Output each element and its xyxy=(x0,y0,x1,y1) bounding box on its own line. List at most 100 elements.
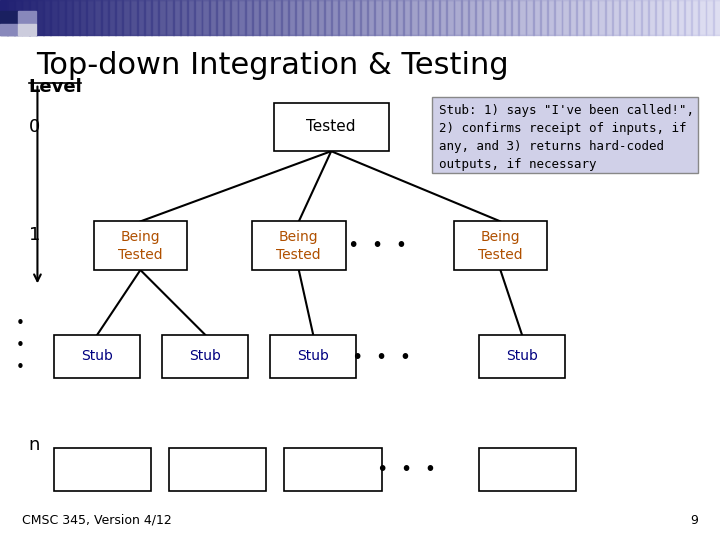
Bar xyxy=(346,0,354,35)
Bar xyxy=(0,0,8,35)
Text: Stub: Stub xyxy=(506,349,538,363)
Bar xyxy=(403,0,411,35)
Bar xyxy=(562,0,570,35)
Bar xyxy=(641,0,649,35)
Bar xyxy=(0,24,18,35)
FancyBboxPatch shape xyxy=(270,335,356,378)
Text: Stub: Stub xyxy=(189,349,221,363)
Text: •: • xyxy=(16,360,24,375)
Bar xyxy=(180,0,188,35)
Bar xyxy=(569,0,577,35)
Bar xyxy=(58,0,66,35)
Bar xyxy=(130,0,138,35)
Bar xyxy=(511,0,519,35)
FancyBboxPatch shape xyxy=(54,448,151,491)
Bar xyxy=(475,0,483,35)
Bar xyxy=(691,0,699,35)
Bar xyxy=(482,0,490,35)
Text: Being
Tested: Being Tested xyxy=(478,230,523,262)
Bar xyxy=(338,0,346,35)
Text: Top-down Integration & Testing: Top-down Integration & Testing xyxy=(36,51,508,80)
Bar xyxy=(540,0,548,35)
Bar xyxy=(547,0,555,35)
Bar xyxy=(266,0,274,35)
Bar xyxy=(295,0,303,35)
Bar xyxy=(461,0,469,35)
Bar xyxy=(526,0,534,35)
Bar xyxy=(389,0,397,35)
Bar xyxy=(554,0,562,35)
Bar xyxy=(317,0,325,35)
Bar xyxy=(122,0,130,35)
Text: 1: 1 xyxy=(29,226,40,244)
FancyBboxPatch shape xyxy=(479,335,565,378)
Bar xyxy=(583,0,591,35)
Text: Being
Tested: Being Tested xyxy=(276,230,321,262)
Text: Being
Tested: Being Tested xyxy=(118,230,163,262)
Text: 9: 9 xyxy=(690,514,698,526)
Bar xyxy=(662,0,670,35)
Bar xyxy=(86,0,94,35)
Text: Tested: Tested xyxy=(307,119,356,134)
Bar xyxy=(670,0,678,35)
Bar xyxy=(108,0,116,35)
Bar xyxy=(202,0,210,35)
Bar xyxy=(396,0,404,35)
Text: •: • xyxy=(16,338,24,353)
Bar xyxy=(209,0,217,35)
Bar xyxy=(50,0,58,35)
Bar xyxy=(612,0,620,35)
FancyBboxPatch shape xyxy=(252,221,346,270)
Bar xyxy=(43,0,51,35)
Bar xyxy=(302,0,310,35)
Bar xyxy=(18,24,36,35)
FancyBboxPatch shape xyxy=(169,448,266,491)
Bar xyxy=(533,0,541,35)
Bar xyxy=(598,0,606,35)
Text: Stub: Stub xyxy=(81,349,113,363)
Bar xyxy=(79,0,87,35)
Bar xyxy=(22,0,30,35)
Bar xyxy=(245,0,253,35)
Bar xyxy=(18,11,36,24)
Bar xyxy=(713,0,720,35)
Bar xyxy=(576,0,584,35)
Bar xyxy=(454,0,462,35)
Bar xyxy=(101,0,109,35)
Bar xyxy=(173,0,181,35)
Bar xyxy=(468,0,476,35)
Bar xyxy=(14,0,22,35)
Bar xyxy=(137,0,145,35)
Bar xyxy=(144,0,152,35)
Bar xyxy=(223,0,231,35)
Bar xyxy=(605,0,613,35)
Bar xyxy=(374,0,382,35)
Bar xyxy=(166,0,174,35)
Bar xyxy=(418,0,426,35)
Bar xyxy=(360,0,368,35)
Bar xyxy=(151,0,159,35)
Bar xyxy=(36,0,44,35)
Bar xyxy=(648,0,656,35)
Text: Stub: 1) says "I've been called!",
2) confirms receipt of inputs, if
any, and 3): Stub: 1) says "I've been called!", 2) co… xyxy=(439,104,694,171)
Text: •  •  •: • • • xyxy=(352,348,411,367)
Bar xyxy=(324,0,332,35)
Bar xyxy=(187,0,195,35)
Text: •  •  •: • • • xyxy=(348,236,408,255)
Bar xyxy=(677,0,685,35)
Bar xyxy=(158,0,166,35)
Text: Level: Level xyxy=(29,78,83,96)
Bar xyxy=(310,0,318,35)
Bar xyxy=(684,0,692,35)
Bar xyxy=(238,0,246,35)
Bar xyxy=(7,0,15,35)
Bar xyxy=(353,0,361,35)
Bar xyxy=(698,0,706,35)
Bar xyxy=(0,11,18,24)
Bar xyxy=(655,0,663,35)
Bar xyxy=(94,0,102,35)
Bar xyxy=(590,0,598,35)
Text: •: • xyxy=(16,316,24,332)
Text: 0: 0 xyxy=(29,118,40,136)
Bar xyxy=(490,0,498,35)
